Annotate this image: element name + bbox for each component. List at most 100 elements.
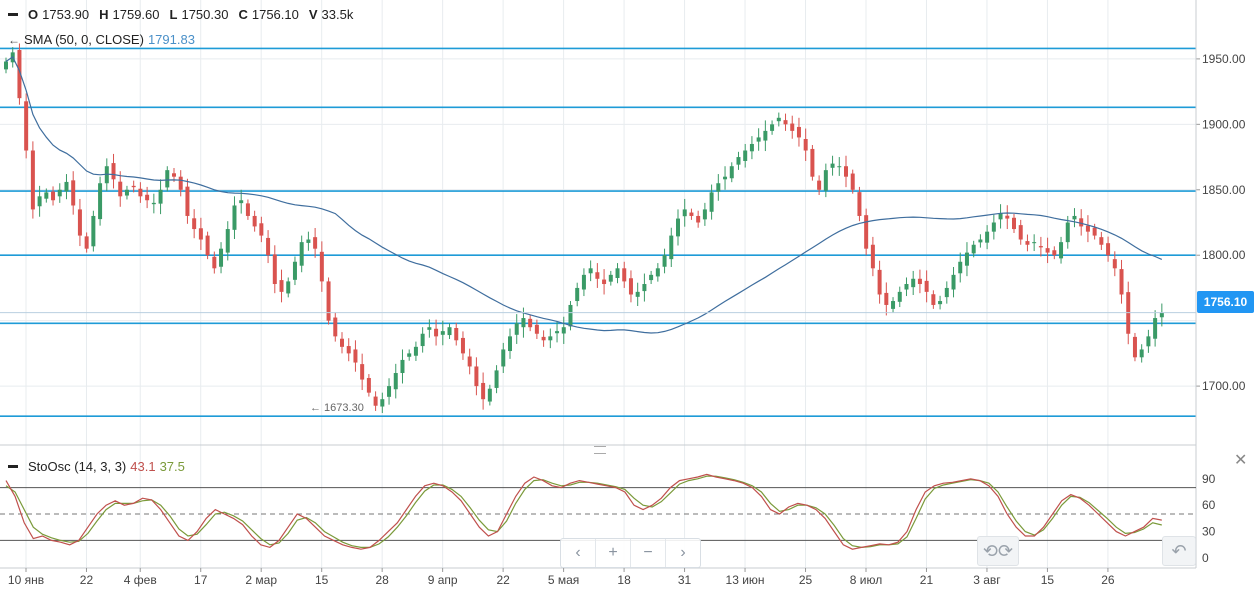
candle-body (709, 192, 714, 212)
candle-body (71, 180, 76, 206)
time-tick-label: 15 (315, 573, 329, 587)
time-tick-label: 21 (920, 573, 934, 587)
candle-body (1085, 225, 1090, 232)
time-tick-label: 17 (194, 573, 208, 587)
candle-body (239, 200, 244, 204)
candle-body (662, 255, 667, 267)
candle-body (628, 278, 633, 295)
low-label: L (169, 7, 178, 22)
candle-body (985, 231, 990, 243)
time-tick-label: 22 (496, 573, 510, 587)
candle-body (225, 229, 230, 253)
candle-body (669, 235, 674, 260)
candle-body (481, 382, 486, 400)
scroll-left-button[interactable]: ‹ (561, 539, 596, 567)
time-tick-label: 25 (799, 573, 813, 587)
candle-body (595, 272, 600, 279)
candle-body (319, 251, 324, 282)
reset-scale-icon[interactable]: ⟲⟳ (977, 536, 1019, 566)
candle-body (30, 150, 35, 210)
candle-body (131, 185, 136, 188)
candle-body (353, 349, 358, 363)
candle-body (165, 170, 170, 188)
candle-body (864, 215, 869, 249)
candle-body (1159, 312, 1164, 318)
candle-body (192, 218, 197, 230)
candle-body (1112, 259, 1117, 269)
candle-body (440, 331, 445, 335)
stoch-legend: StoOsc (14, 3, 3) 43.1 37.5 (8, 459, 185, 474)
candle-body (655, 268, 660, 277)
candle-body (803, 138, 808, 151)
candle-body (581, 274, 586, 290)
candle-body (17, 49, 22, 99)
candle-body (924, 280, 929, 292)
candle-body (313, 237, 318, 249)
candle-body (454, 327, 459, 341)
candle-body (1038, 246, 1043, 248)
candle-body (487, 388, 492, 402)
candle-body (917, 278, 922, 285)
zoom-in-button[interactable]: + (596, 539, 631, 567)
candle-body (266, 237, 271, 256)
sma-arrow-icon[interactable]: ← (8, 32, 20, 47)
last-price-tag: 1756.10 (1197, 291, 1254, 313)
candle-body (145, 194, 150, 201)
time-tick-label: 31 (678, 573, 692, 587)
candle-body (1072, 215, 1077, 220)
candle-body (763, 130, 768, 141)
candle-body (575, 287, 580, 302)
candle-body (749, 143, 754, 152)
candle-body (77, 209, 82, 236)
candle-body (736, 157, 741, 165)
candle-body (649, 274, 654, 281)
candle-body (514, 323, 519, 335)
time-axis: 10 янв 22 4 фев 17 2 мар 15 28 9 апр 22 5 мая 18 31… (8, 568, 1115, 587)
price-tick-label: 1850.00 (1202, 183, 1246, 197)
undo-icon[interactable]: ↶ (1162, 536, 1196, 566)
stoch-tick-label: 60 (1202, 498, 1216, 512)
candle-body (823, 170, 828, 191)
candle-body (91, 215, 96, 247)
candle-body (1146, 336, 1151, 347)
candle-body (501, 349, 506, 367)
time-tick-label: 28 (375, 573, 389, 587)
candle-body (1018, 225, 1023, 240)
scroll-right-button[interactable]: › (680, 544, 686, 561)
candle-body (340, 338, 344, 347)
candle-body (494, 370, 499, 388)
candle-body (978, 239, 983, 243)
high-value: 1759.60 (112, 7, 160, 22)
sma-legend[interactable]: ← SMA (50, 0, CLOSE) 1791.83 (8, 32, 195, 47)
candle-body (1079, 218, 1084, 227)
close-pane-icon[interactable]: ✕ (1234, 452, 1248, 469)
candle-body (393, 373, 398, 390)
candle-body (98, 183, 103, 220)
stoch-legend-name: StoOsc (14, 3, 3) (28, 459, 127, 474)
candle-body (44, 192, 49, 199)
candle-body (387, 386, 392, 397)
candle-body (702, 209, 707, 220)
candle-body (232, 205, 237, 230)
candle-body (555, 331, 560, 334)
candle-body (360, 364, 365, 380)
candle-body (756, 137, 761, 142)
ohlc-legend: O 1753.90 H 1759.60 L 1750.30 C 1756.10 V 33.… (8, 7, 353, 22)
candle-body (198, 228, 203, 240)
stoch-d-line (5, 475, 1162, 549)
candle-body (857, 192, 862, 216)
candle-body (850, 173, 855, 190)
candle-body (971, 244, 976, 254)
zoom-out-button[interactable]: − (631, 539, 666, 567)
pane-resize-handle[interactable] (594, 446, 606, 454)
candle-body (837, 166, 842, 168)
open-value: 1753.90 (42, 7, 90, 22)
candle-body (1005, 215, 1010, 219)
stoch-legend-dash-icon (8, 465, 18, 468)
candle-body (676, 218, 680, 237)
candle-body (911, 278, 916, 288)
candle-body (51, 191, 56, 201)
stoch-tick-label: 30 (1202, 525, 1216, 539)
stoch-tick-label: 90 (1202, 472, 1216, 486)
